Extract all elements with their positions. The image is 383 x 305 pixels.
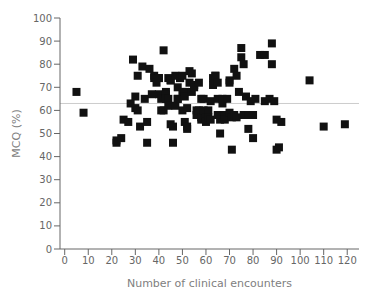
svg-text:40: 40: [39, 151, 52, 162]
svg-text:70: 70: [39, 82, 52, 93]
svg-text:40: 40: [153, 255, 166, 266]
svg-text:120: 120: [338, 255, 357, 266]
svg-text:30: 30: [39, 174, 52, 185]
svg-text:10: 10: [82, 255, 95, 266]
svg-text:100: 100: [291, 255, 310, 266]
svg-text:Number of clinical encounters: Number of clinical encounters: [127, 277, 292, 290]
svg-text:50: 50: [176, 255, 189, 266]
svg-text:0: 0: [46, 244, 52, 255]
svg-text:10: 10: [39, 220, 52, 231]
svg-text:90: 90: [39, 36, 52, 47]
svg-text:80: 80: [39, 59, 52, 70]
svg-text:MCQ (%): MCQ (%): [10, 109, 23, 157]
svg-text:60: 60: [200, 255, 213, 266]
svg-text:20: 20: [39, 197, 52, 208]
svg-text:110: 110: [314, 255, 333, 266]
svg-text:30: 30: [129, 255, 142, 266]
svg-text:70: 70: [223, 255, 236, 266]
svg-text:20: 20: [105, 255, 118, 266]
svg-text:100: 100: [33, 13, 52, 24]
svg-text:60: 60: [39, 105, 52, 116]
svg-text:0: 0: [62, 255, 68, 266]
svg-text:90: 90: [270, 255, 283, 266]
svg-text:80: 80: [247, 255, 260, 266]
svg-text:50: 50: [39, 128, 52, 139]
